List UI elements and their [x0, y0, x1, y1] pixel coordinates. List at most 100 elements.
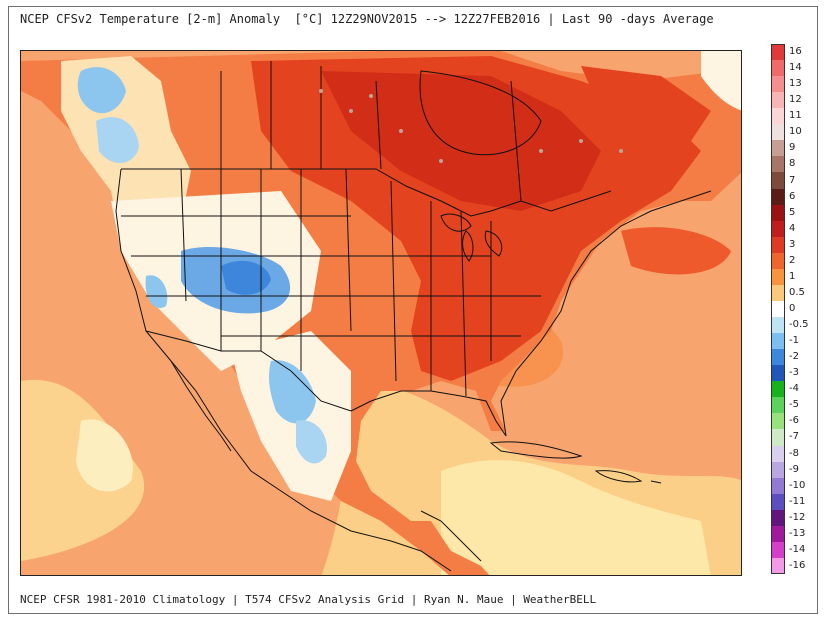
- province-border-mb-on: [375, 80, 382, 170]
- legend-label: 7: [789, 174, 796, 186]
- legend-label: 0.5: [789, 286, 805, 298]
- legend-swatch: [771, 76, 785, 93]
- cool-patch-bc: [77, 67, 126, 114]
- legend-label: 3: [789, 238, 796, 250]
- map-footer-credit: NCEP CFSR 1981-2010 Climatology | T574 C…: [20, 593, 597, 606]
- state-border-1: [180, 168, 187, 302]
- legend-label: -1: [789, 335, 799, 347]
- legend-label: -11: [789, 495, 806, 507]
- lake-superior-outline: [440, 213, 472, 232]
- legend-label: 0: [789, 303, 796, 314]
- cool-core-rockies: [221, 260, 271, 295]
- state-border-5: [345, 168, 352, 332]
- legend-swatch: [771, 509, 785, 527]
- legend-swatch: [771, 252, 785, 270]
- cool-patch-alberta: [96, 117, 139, 163]
- hispaniola-outline: [594, 470, 643, 483]
- cool-patch-nevada: [145, 275, 168, 308]
- legend-swatch: [771, 60, 785, 77]
- legend-label: 8: [789, 158, 796, 170]
- state-border-6: [390, 180, 397, 382]
- legend-label: -3: [789, 367, 799, 379]
- legend-swatch: [771, 44, 785, 61]
- gulf-coastline: [350, 390, 507, 437]
- legend-swatch: [771, 493, 785, 511]
- legend-label: 4: [789, 222, 796, 234]
- legend-swatch: [771, 349, 785, 366]
- legend-label: -10: [789, 479, 806, 491]
- legend-swatch: [771, 445, 785, 463]
- legend-label: -13: [789, 527, 806, 539]
- puerto-rico-outline: [650, 480, 662, 484]
- central-america-coast: [420, 510, 482, 562]
- lake-marker: [399, 129, 403, 133]
- legend-swatch: [771, 333, 785, 350]
- lake-huron-outline: [484, 230, 503, 257]
- lake-marker: [349, 109, 353, 113]
- legend-swatch: [771, 124, 785, 141]
- legend-label: -12: [789, 511, 806, 523]
- legend-swatch: [771, 108, 785, 125]
- legend-label: -9: [789, 463, 799, 475]
- legend-label: -16: [789, 559, 806, 571]
- cool-patch-central-mexico: [296, 420, 327, 464]
- pacific-pale-patch: [76, 419, 133, 492]
- legend-swatch: [771, 317, 785, 334]
- baja-coast: [170, 360, 232, 452]
- legend-swatch: [771, 236, 785, 254]
- anomaly-map: [20, 50, 742, 576]
- legend-label: -7: [789, 431, 799, 443]
- legend-label: 10: [789, 126, 802, 138]
- cuba-outline: [489, 441, 583, 459]
- legend-swatch: [771, 140, 785, 157]
- lake-marker: [369, 94, 373, 98]
- legend-swatch: [771, 461, 785, 479]
- province-border-on-qc: [510, 80, 522, 202]
- legend-label: 14: [789, 62, 802, 74]
- legend-label: 5: [789, 206, 796, 218]
- legend-swatch: [771, 365, 785, 382]
- legend-swatch: [771, 413, 785, 430]
- legend-swatch: [771, 204, 785, 222]
- legend-label: -2: [789, 351, 799, 363]
- legend-swatch: [771, 397, 785, 414]
- legend-swatch: [771, 541, 785, 559]
- lake-marker: [319, 89, 323, 93]
- legend-swatch: [771, 156, 785, 173]
- state-border-8: [460, 210, 467, 397]
- legend-label: 1: [789, 270, 796, 282]
- legend-label: -0.5: [789, 319, 809, 331]
- lake-marker: [439, 159, 443, 163]
- legend-swatch: [771, 188, 785, 206]
- lake-marker: [579, 139, 583, 143]
- atlantic-hot-patch: [621, 227, 731, 275]
- legend-label: 9: [789, 142, 796, 154]
- legend-swatch: [771, 525, 785, 543]
- map-title: NCEP CFSv2 Temperature [2-m] Anomaly [°C…: [20, 12, 714, 26]
- lake-marker: [619, 149, 623, 153]
- legend-label: 16: [789, 46, 802, 58]
- us-canada-border: [121, 168, 612, 217]
- anomaly-map-svg: [21, 51, 741, 575]
- caribbean-pale-region: [441, 460, 711, 575]
- legend-swatch: [771, 557, 785, 575]
- hottest-anomaly-core: [321, 71, 601, 211]
- legend-label: -4: [789, 383, 799, 395]
- lake-michigan-outline: [462, 230, 474, 262]
- legend-label: 13: [789, 78, 802, 90]
- legend-swatch: [771, 477, 785, 495]
- legend-swatch: [771, 284, 785, 302]
- legend-swatch: [771, 172, 785, 190]
- legend-label: -5: [789, 399, 799, 411]
- legend-swatch: [771, 92, 785, 109]
- legend-swatch: [771, 268, 785, 286]
- cool-patch-northern-mexico: [268, 360, 316, 424]
- legend-label: -14: [789, 543, 806, 555]
- atlantic-coastline: [500, 190, 712, 437]
- legend-label: -8: [789, 447, 799, 459]
- labrador-hot-region: [581, 66, 711, 141]
- legend-swatch: [771, 220, 785, 238]
- legend-label: 12: [789, 94, 802, 106]
- lake-marker: [539, 149, 543, 153]
- legend-swatch: [771, 381, 785, 398]
